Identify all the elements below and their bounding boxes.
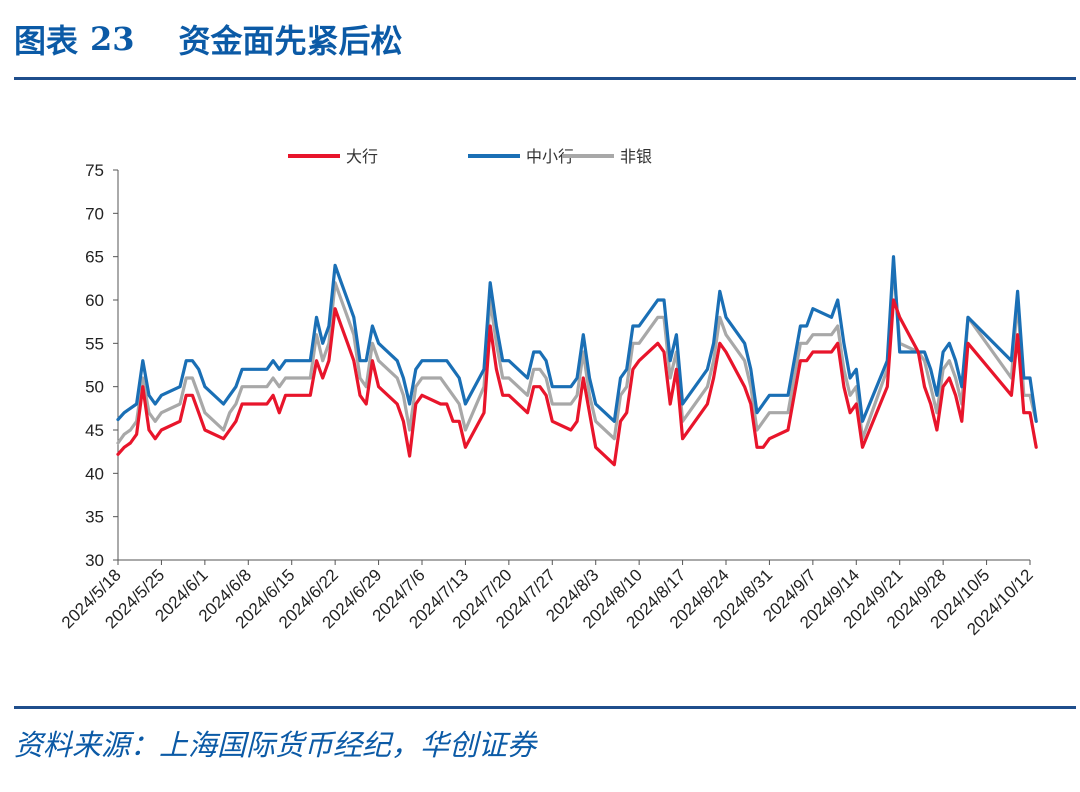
source-rule (14, 706, 1076, 709)
chart-legend: 大行 中小行 非银 (288, 147, 652, 166)
y-tick-label: 55 (85, 334, 104, 353)
figure-title: 图表 23 资金面先紧后松 (14, 14, 403, 64)
legend-label-1: 中小行 (526, 147, 574, 166)
figure-number: 23 (90, 20, 135, 58)
series-line-2 (116, 263, 1038, 445)
chart-lines (116, 255, 1038, 467)
y-tick-label: 65 (85, 248, 104, 267)
title-rule (14, 77, 1076, 80)
series-line-0 (116, 298, 1038, 467)
legend-label-0: 大行 (346, 147, 378, 166)
line-chart: 303540455055606570752024/5/182024/5/2520… (58, 147, 1038, 639)
y-tick-label: 50 (85, 378, 104, 397)
y-tick-label: 30 (85, 551, 104, 570)
source-note: 资料来源：上海国际货币经纪，华创证券 (14, 728, 537, 762)
y-tick-label: 45 (85, 421, 104, 440)
figure-label: 图表 (14, 22, 79, 60)
y-tick-label: 75 (85, 161, 104, 180)
y-tick-label: 60 (85, 291, 104, 310)
y-tick-label: 40 (85, 464, 104, 483)
y-tick-label: 70 (85, 204, 104, 223)
legend-label-2: 非银 (620, 147, 652, 166)
y-tick-label: 35 (85, 508, 104, 527)
figure-name: 资金面先紧后松 (178, 22, 403, 60)
series-line-1 (116, 255, 1038, 423)
